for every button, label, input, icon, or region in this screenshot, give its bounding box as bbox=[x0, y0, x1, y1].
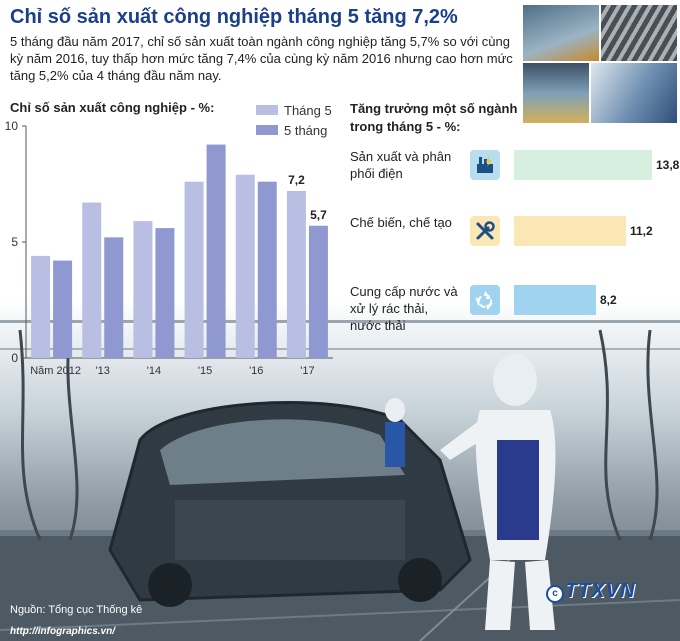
x-tick-label: '17 bbox=[300, 365, 314, 377]
steel-pipes-photo bbox=[600, 4, 678, 62]
y-tick-label: 10 bbox=[5, 119, 19, 133]
bar-5-thang bbox=[308, 225, 328, 358]
source-note: Nguồn: Tổng cục Thống kê bbox=[10, 604, 143, 616]
growth-value-label: 13,8 bbox=[656, 158, 680, 172]
legend-label: Tháng 5 bbox=[284, 102, 332, 118]
legend-item-5-thang: 5 tháng bbox=[256, 120, 332, 140]
data-label: 5,7 bbox=[310, 208, 327, 222]
page-title: Chỉ số sản xuất công nghiệp tháng 5 tăng… bbox=[10, 6, 458, 28]
x-tick-label: '14 bbox=[147, 365, 161, 377]
bar-thang-5 bbox=[133, 221, 153, 358]
lead-paragraph: 5 tháng đầu năm 2017, chỉ số sản xuất to… bbox=[10, 34, 513, 83]
y-tick-label: 0 bbox=[11, 351, 18, 365]
assembly-line-photo bbox=[522, 62, 590, 124]
y-tick-label: 5 bbox=[11, 235, 18, 249]
data-label: 7,2 bbox=[288, 173, 305, 187]
legend-item-thang-5: Tháng 5 bbox=[256, 100, 332, 120]
x-tick-label: Năm 2012 bbox=[30, 365, 81, 377]
growth-bar bbox=[514, 216, 626, 246]
growth-label: Chế biến, chế tạo bbox=[350, 215, 452, 230]
bar-5-thang bbox=[53, 260, 73, 358]
growth-chart-title: Tăng trưởng một số ngành trong tháng 5 -… bbox=[350, 101, 518, 134]
ttxvn-logo: TTXVN bbox=[565, 580, 636, 602]
growth-label: Cung cấp nước và xử lý rác thải, nước th… bbox=[350, 284, 458, 333]
workers-photo bbox=[590, 62, 678, 124]
growth-bar bbox=[514, 285, 596, 315]
growth-value-label: 11,2 bbox=[630, 224, 653, 238]
growth-value-label: 8,2 bbox=[600, 293, 617, 307]
bar-5-thang bbox=[104, 237, 124, 358]
x-tick-label: '16 bbox=[249, 365, 263, 377]
bar-thang-5 bbox=[235, 174, 255, 358]
bar-thang-5 bbox=[184, 181, 204, 358]
chart-legend: Tháng 5 5 tháng bbox=[256, 100, 332, 140]
bar-thang-5 bbox=[286, 190, 306, 358]
copyright-icon: c bbox=[546, 585, 564, 603]
bar-5-thang bbox=[257, 181, 277, 358]
x-tick-label: '13 bbox=[96, 365, 110, 377]
chart-title: Chỉ số sản xuất công nghiệp - %: bbox=[10, 100, 215, 115]
legend-label: 5 tháng bbox=[284, 122, 328, 138]
source-url[interactable]: http://infographics.vn/ bbox=[10, 626, 115, 637]
bar-thang-5 bbox=[31, 255, 51, 358]
legend-swatch bbox=[256, 105, 278, 115]
photo-collage bbox=[522, 4, 678, 124]
factory-photo bbox=[522, 4, 600, 62]
recycle-icon bbox=[470, 285, 500, 315]
growth-bar bbox=[514, 150, 652, 180]
factory-background-photo bbox=[0, 300, 680, 641]
bar-thang-5 bbox=[82, 202, 102, 358]
bar-5-thang bbox=[155, 228, 175, 358]
wrench-screwdriver-icon bbox=[470, 216, 500, 246]
x-tick-label: '15 bbox=[198, 365, 212, 377]
industrial-index-bar-chart: 0 5 10 Năm 2012 '13 '14 '15 '16 '17 7,2 5,7 bbox=[5, 119, 333, 377]
growth-label: Sản xuất và phân phối điện bbox=[350, 149, 452, 181]
legend-swatch bbox=[256, 125, 278, 135]
bar-5-thang bbox=[206, 144, 226, 358]
power-plant-icon bbox=[470, 150, 500, 180]
